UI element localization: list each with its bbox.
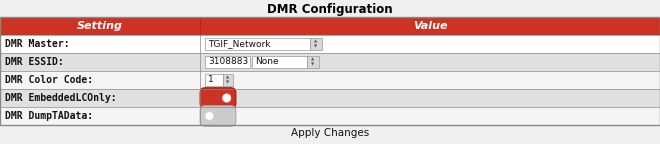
Text: 1: 1 — [208, 75, 214, 85]
Text: Apply Changes: Apply Changes — [291, 128, 369, 138]
Bar — [252, 56, 307, 68]
Bar — [205, 38, 310, 50]
Bar — [0, 35, 660, 53]
Text: DMR Configuration: DMR Configuration — [267, 3, 393, 17]
Circle shape — [222, 94, 231, 102]
Text: DMR ESSID:: DMR ESSID: — [5, 57, 64, 67]
Bar — [310, 38, 322, 50]
Bar — [0, 89, 660, 107]
Bar — [0, 53, 660, 71]
FancyBboxPatch shape — [200, 88, 236, 108]
Text: ▲: ▲ — [312, 58, 315, 62]
Text: ▼: ▼ — [312, 62, 315, 66]
Text: ▼: ▼ — [314, 44, 317, 48]
Bar — [223, 74, 233, 86]
Text: DMR EmbeddedLCOnly:: DMR EmbeddedLCOnly: — [5, 93, 117, 103]
Bar — [205, 74, 223, 86]
Text: ▼: ▼ — [226, 80, 230, 84]
Text: Value: Value — [412, 21, 447, 31]
Text: ▲: ▲ — [314, 40, 317, 44]
Text: TGIF_Network: TGIF_Network — [208, 39, 271, 49]
Text: DMR Color Code:: DMR Color Code: — [5, 75, 93, 85]
Bar — [307, 56, 319, 68]
Bar — [0, 17, 660, 35]
Bar — [0, 107, 660, 125]
Text: DMR DumpTAData:: DMR DumpTAData: — [5, 111, 93, 121]
Text: DMR Master:: DMR Master: — [5, 39, 69, 49]
Text: ▲: ▲ — [226, 76, 230, 80]
Text: Setting: Setting — [77, 21, 123, 31]
Bar — [205, 56, 250, 68]
Text: None: None — [255, 57, 279, 67]
Bar — [0, 17, 660, 125]
Bar — [0, 71, 660, 89]
Text: 3108883: 3108883 — [208, 57, 248, 67]
Circle shape — [205, 112, 214, 120]
FancyBboxPatch shape — [200, 106, 236, 126]
